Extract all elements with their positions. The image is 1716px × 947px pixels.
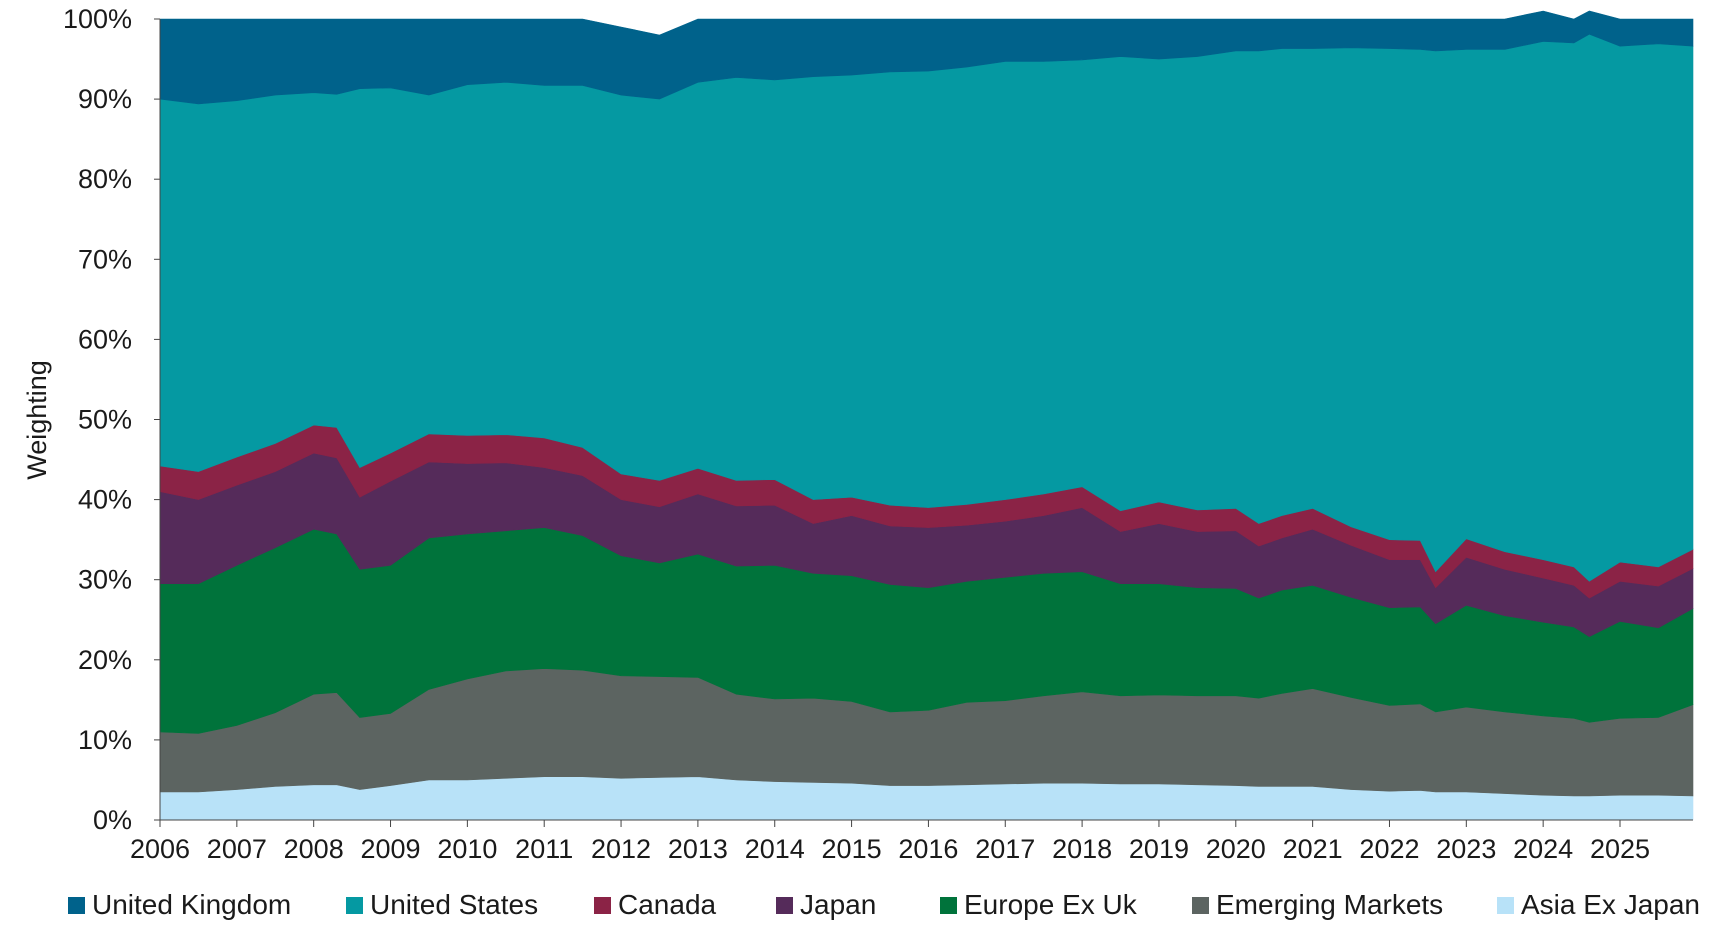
- legend-item-emerging-markets: Emerging Markets: [1192, 880, 1443, 930]
- y-tick-label: 20%: [78, 645, 132, 675]
- x-tick-label: 2017: [975, 834, 1035, 864]
- x-tick-label: 2015: [822, 834, 882, 864]
- axes: 0% 10% 20% 30% 40% 50% 60% 70% 80% 90% 100% 2006 200…: [63, 4, 1693, 864]
- legend-item-canada: Canada: [594, 880, 716, 930]
- x-tick-label: 2022: [1359, 834, 1419, 864]
- y-tick-label: 80%: [78, 164, 132, 194]
- legend-label: Canada: [618, 889, 717, 920]
- legend-label: United States: [370, 889, 539, 920]
- y-tick-label: 0%: [93, 805, 132, 835]
- legend-swatch: [1192, 896, 1209, 914]
- legend-item-united-kingdom: United Kingdom: [68, 880, 291, 930]
- x-tick-label: 2016: [898, 834, 958, 864]
- y-tick-label: 90%: [78, 84, 132, 114]
- x-tick-label: 2011: [515, 834, 573, 864]
- x-tick-label: 2023: [1436, 834, 1496, 864]
- legend-label: Emerging Markets: [1216, 889, 1444, 920]
- x-tick-label: 2013: [668, 834, 728, 864]
- y-tick-label: 40%: [78, 485, 132, 515]
- legend-swatch: [776, 896, 793, 914]
- y-tick-label: 60%: [78, 324, 132, 354]
- legend-label: United Kingdom: [92, 889, 292, 920]
- legend-swatch: [594, 896, 611, 914]
- legend-item-united-states: United States: [346, 880, 538, 930]
- legend-item-japan: Japan: [776, 880, 876, 930]
- legend-label: Europe Ex Uk: [964, 889, 1137, 920]
- y-tick-label: 100%: [63, 4, 132, 34]
- legend-label: Japan: [800, 889, 877, 920]
- y-tick-label: 30%: [78, 565, 132, 595]
- legend-item-europe-ex-uk: Europe Ex Uk: [940, 880, 1137, 930]
- x-tick-label: 2019: [1129, 834, 1189, 864]
- x-tick-label: 2012: [591, 834, 651, 864]
- x-tick-label: 2025: [1590, 834, 1650, 864]
- legend-swatch: [346, 896, 363, 914]
- legend-label: Asia Ex Japan: [1521, 889, 1700, 920]
- x-tick-label: 2007: [207, 834, 267, 864]
- x-tick-label: 2020: [1206, 834, 1266, 864]
- legend-swatch: [68, 896, 85, 914]
- y-tick-label: 70%: [78, 244, 132, 274]
- x-tick-label: 2008: [284, 834, 344, 864]
- legend-swatch: [940, 896, 957, 914]
- x-tick-label: 2006: [130, 834, 190, 864]
- x-tick-label: 2010: [437, 834, 497, 864]
- legend-swatch: [1497, 896, 1514, 914]
- y-tick-label: 50%: [78, 405, 132, 435]
- x-tick-label: 2018: [1052, 834, 1112, 864]
- x-tick-label: 2024: [1513, 834, 1573, 864]
- area-layers: [159, 10, 1694, 821]
- legend: United Kingdom United States Canada Japa…: [0, 880, 1716, 930]
- area-united-kingdom: [159, 10, 1694, 105]
- stacked-area-chart: 0% 10% 20% 30% 40% 50% 60% 70% 80% 90% 100% 2006 200…: [22, 4, 1694, 864]
- y-tick-label: 10%: [78, 725, 132, 755]
- legend-item-asia-ex-japan: Asia Ex Japan: [1497, 880, 1700, 930]
- y-axis-label: Weighting: [22, 360, 52, 480]
- x-tick-label: 2014: [745, 834, 805, 864]
- x-tick-label: 2009: [360, 834, 420, 864]
- x-tick-label: 2021: [1283, 834, 1343, 864]
